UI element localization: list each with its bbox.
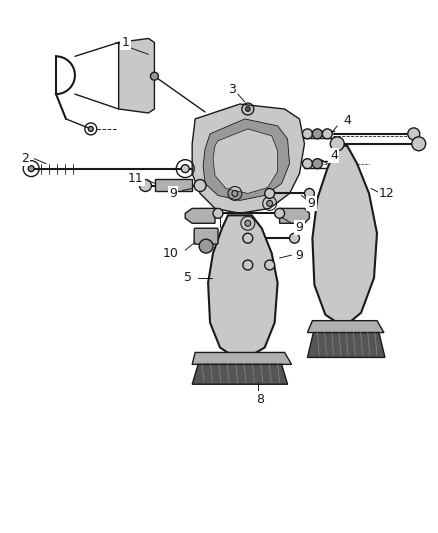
Circle shape — [303, 159, 312, 168]
Polygon shape — [155, 179, 192, 191]
Text: 4: 4 — [330, 149, 338, 162]
Text: 9: 9 — [296, 221, 304, 234]
Circle shape — [312, 129, 322, 139]
Polygon shape — [192, 104, 304, 213]
Circle shape — [181, 165, 189, 173]
Polygon shape — [307, 321, 384, 333]
Text: 2: 2 — [21, 152, 29, 165]
Text: 1: 1 — [122, 36, 130, 49]
Circle shape — [412, 137, 426, 151]
Polygon shape — [192, 352, 292, 365]
Circle shape — [330, 137, 344, 151]
Polygon shape — [312, 146, 377, 322]
Circle shape — [150, 72, 159, 80]
Circle shape — [275, 208, 285, 219]
Polygon shape — [119, 38, 155, 113]
Text: 5: 5 — [184, 271, 192, 285]
Circle shape — [265, 189, 275, 198]
Circle shape — [408, 128, 420, 140]
Text: 9: 9 — [170, 187, 177, 200]
Circle shape — [88, 126, 93, 131]
Text: 11: 11 — [127, 172, 143, 185]
Circle shape — [232, 190, 238, 197]
Circle shape — [245, 220, 251, 226]
Circle shape — [312, 159, 322, 168]
Circle shape — [243, 233, 253, 243]
Polygon shape — [213, 129, 278, 193]
Circle shape — [213, 208, 223, 219]
Circle shape — [245, 107, 250, 111]
Circle shape — [243, 260, 253, 270]
Polygon shape — [208, 215, 278, 358]
Circle shape — [322, 129, 332, 139]
FancyBboxPatch shape — [194, 228, 218, 244]
Circle shape — [267, 200, 273, 206]
Circle shape — [140, 180, 152, 191]
Polygon shape — [185, 208, 215, 223]
Text: 4: 4 — [343, 115, 351, 127]
Text: 8: 8 — [256, 393, 264, 406]
Circle shape — [28, 166, 34, 172]
Circle shape — [265, 260, 275, 270]
Text: 10: 10 — [162, 247, 178, 260]
Circle shape — [199, 239, 213, 253]
Polygon shape — [307, 333, 385, 358]
Polygon shape — [279, 208, 309, 223]
Circle shape — [290, 233, 300, 243]
Text: 9: 9 — [307, 197, 315, 210]
Polygon shape — [203, 119, 290, 200]
Text: 12: 12 — [379, 187, 395, 200]
Circle shape — [303, 129, 312, 139]
Text: 3: 3 — [228, 83, 236, 95]
Circle shape — [194, 180, 206, 191]
Polygon shape — [192, 365, 288, 384]
Circle shape — [304, 189, 314, 198]
Text: 9: 9 — [296, 248, 304, 262]
